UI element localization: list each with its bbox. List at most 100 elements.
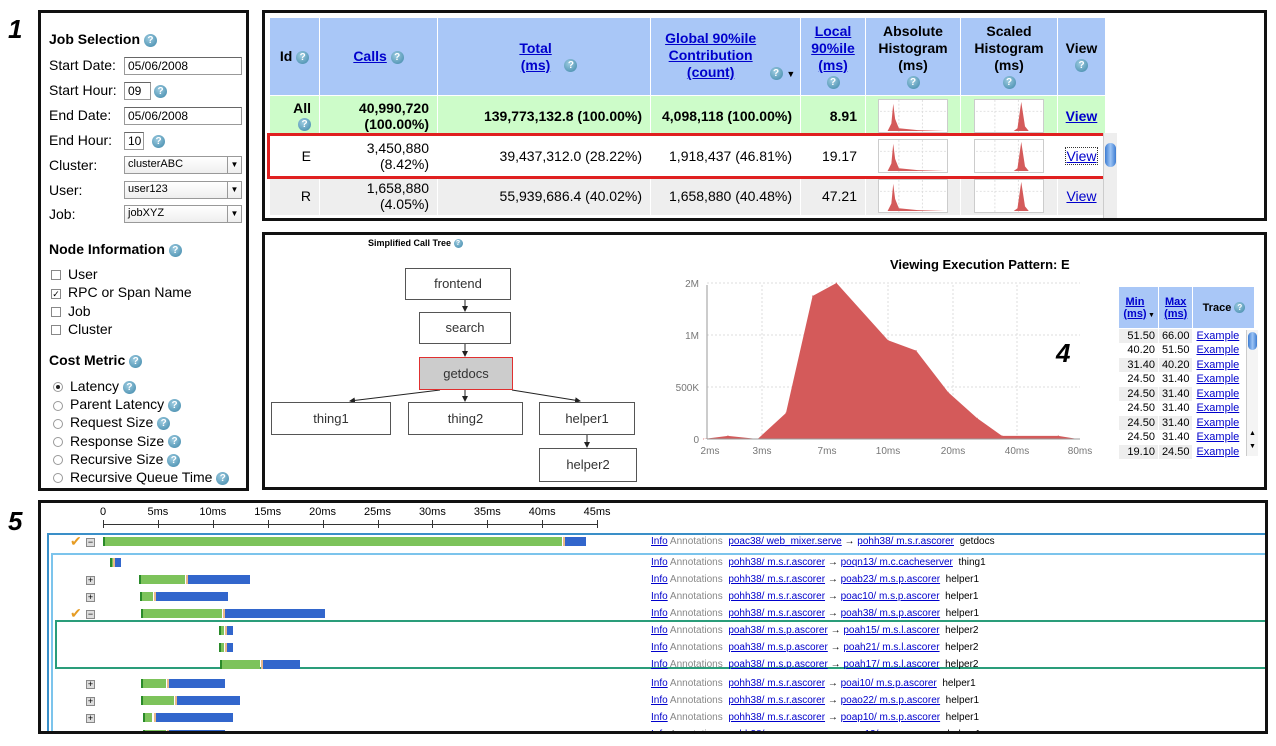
expand-icon[interactable]: + <box>86 713 95 723</box>
sort-local-link[interactable]: Local 90%ile (ms) <box>811 22 855 73</box>
expand-icon[interactable]: + <box>88 731 93 732</box>
node-info-option[interactable]: Job <box>51 302 192 320</box>
table-row[interactable]: All ? 40,990,720 (100.00%) 139,773,132.8… <box>269 95 1106 136</box>
client-time-bar[interactable] <box>111 558 114 567</box>
target-link[interactable]: poaw12/ m.s.p.ascorer <box>841 729 942 731</box>
checkbox[interactable]: ✓ <box>51 288 61 299</box>
checkbox[interactable] <box>51 306 61 317</box>
info-link[interactable]: Info <box>651 536 668 547</box>
help-icon[interactable]: ? <box>769 66 783 80</box>
help-icon[interactable]: ? <box>1234 302 1246 314</box>
help-icon[interactable]: ? <box>564 59 578 73</box>
source-link[interactable]: pohh38/ m.s.r.ascorer <box>728 557 826 568</box>
example-link[interactable]: Example <box>1196 330 1240 342</box>
help-icon[interactable]: ? <box>216 471 230 485</box>
start-hour-input[interactable]: 09 <box>124 82 151 100</box>
sort-max-link[interactable]: Max (ms) <box>1164 295 1188 320</box>
client-time-bar[interactable] <box>141 575 186 584</box>
collapse-icon[interactable]: − <box>86 609 95 619</box>
node-info-option[interactable]: Cluster <box>51 320 192 338</box>
trace-row[interactable]: +Info Annotations pohh38/ m.s.r.ascorer … <box>41 693 1261 710</box>
target-link[interactable]: poah38/ m.s.p.ascorer <box>840 608 941 619</box>
col-local[interactable]: Local 90%ile (ms)? <box>800 17 866 96</box>
trace-row[interactable]: ✔ − Info Annotations poac38/ web_mixer.ser… <box>41 533 1261 551</box>
source-link[interactable]: poah38/ m.s.p.ascorer <box>728 625 828 636</box>
tree-node-helper2[interactable]: helper2 <box>539 448 637 482</box>
tree-node-frontend[interactable]: frontend <box>405 268 511 300</box>
source-link[interactable]: poah38/ m.s.p.ascorer <box>728 659 828 670</box>
cost-metric-option[interactable]: Recursive Size ? <box>53 450 229 468</box>
example-link[interactable]: Example <box>1196 344 1240 357</box>
info-link[interactable]: Info <box>651 712 668 723</box>
scrollbar-thumb[interactable] <box>1105 143 1116 167</box>
example-link[interactable]: Example <box>1196 445 1240 458</box>
help-icon[interactable]: ? <box>296 50 310 64</box>
target-link[interactable]: poac10/ m.s.p.ascorer <box>840 591 940 602</box>
source-link[interactable]: pohh38/ m.s.r.ascorer <box>728 712 826 723</box>
client-time-bar[interactable] <box>105 537 563 546</box>
example-link[interactable]: Example <box>1196 402 1240 415</box>
radio-button[interactable] <box>53 436 63 447</box>
client-time-bar[interactable] <box>221 643 224 652</box>
server-time-bar[interactable] <box>224 609 325 618</box>
tree-node-thing2[interactable]: thing2 <box>408 402 523 435</box>
help-icon[interactable]: ? <box>167 453 181 467</box>
target-link[interactable]: poah15/ m.s.l.ascorer <box>843 625 940 636</box>
collapse-icon[interactable]: − <box>86 537 95 547</box>
example-link[interactable]: Example <box>1196 358 1240 371</box>
table-scrollbar[interactable] <box>1103 133 1117 218</box>
help-icon[interactable]: ? <box>453 239 463 249</box>
trace-row[interactable]: +Info Annotations pohh38/ m.s.r.ascorer … <box>41 676 1261 693</box>
target-link[interactable]: poap10/ m.s.p.ascorer <box>840 712 941 723</box>
client-time-bar[interactable] <box>144 730 166 731</box>
view-link[interactable]: View <box>1065 107 1098 124</box>
trace-row[interactable]: Info Annotations pohh38/ m.s.r.ascorer →… <box>41 555 1261 572</box>
info-link[interactable]: Info <box>651 557 668 568</box>
expand-icon[interactable]: + <box>86 679 95 689</box>
view-link[interactable]: View <box>1065 146 1098 165</box>
info-link[interactable]: Info <box>651 678 668 689</box>
cost-metric-option[interactable]: Request Size ? <box>53 413 229 431</box>
end-date-input[interactable]: 05/06/2008 <box>124 107 242 125</box>
sort-total-link[interactable]: Total (ms) <box>519 39 552 73</box>
col-min[interactable]: Min (ms)▼ <box>1118 286 1159 329</box>
info-link[interactable]: Info <box>651 729 668 731</box>
example-link[interactable]: Example <box>1196 431 1240 444</box>
cluster-select[interactable]: clusterABC ▼ <box>124 156 242 174</box>
scrollbar-thumb[interactable] <box>1248 332 1257 350</box>
help-icon[interactable]: ? <box>906 76 920 90</box>
server-time-bar[interactable] <box>226 626 233 635</box>
server-time-bar[interactable] <box>114 558 121 567</box>
info-link[interactable]: Info <box>651 574 668 585</box>
trace-row[interactable]: +Info Annotations pohh38/ m.s.r.ascorer … <box>41 710 1261 727</box>
checkbox[interactable] <box>51 325 61 336</box>
target-link[interactable]: poah21/ m.s.l.ascorer <box>843 642 940 653</box>
target-link[interactable]: poab23/ m.s.p.ascorer <box>840 574 941 585</box>
help-icon[interactable]: ? <box>168 435 182 449</box>
radio-button[interactable] <box>53 473 63 484</box>
tree-node-getdocs[interactable]: getdocs <box>419 357 513 390</box>
expand-icon[interactable]: + <box>86 575 95 585</box>
client-time-bar[interactable] <box>222 660 261 669</box>
server-time-bar[interactable] <box>155 592 229 601</box>
target-link[interactable]: poai10/ m.s.p.ascorer <box>840 678 937 689</box>
sort-min-link[interactable]: Min (ms) <box>1123 295 1147 320</box>
target-link[interactable]: poah17/ m.s.l.ascorer <box>843 659 940 670</box>
tree-node-thing1[interactable]: thing1 <box>271 402 391 435</box>
source-link[interactable]: poah38/ m.s.p.ascorer <box>728 642 828 653</box>
source-link[interactable]: poac38/ web_mixer.serve <box>728 536 842 547</box>
checkbox[interactable] <box>51 270 61 281</box>
help-icon[interactable]: ? <box>390 50 404 64</box>
sort-calls-link[interactable]: Calls <box>353 48 387 64</box>
server-time-bar[interactable] <box>188 575 251 584</box>
source-link[interactable]: pohh38/ m.s.r.ascorer <box>728 695 826 706</box>
cost-metric-option[interactable]: Recursive Queue Time ? <box>53 468 230 486</box>
server-time-bar[interactable] <box>177 696 241 705</box>
target-link[interactable]: poqn13/ m.c.cacheserver <box>840 557 953 568</box>
trace-row[interactable]: Info Annotations poah38/ m.s.p.ascorer →… <box>41 657 1261 674</box>
info-link[interactable]: Info <box>651 591 668 602</box>
help-icon[interactable]: ? <box>154 85 167 98</box>
trace-row[interactable]: Info Annotations poah38/ m.s.p.ascorer →… <box>41 640 1261 657</box>
table-row[interactable]: R 1,658,880 (4.05%) 55,939,686.4 (40.02%… <box>269 175 1106 216</box>
server-time-bar[interactable] <box>168 730 225 731</box>
